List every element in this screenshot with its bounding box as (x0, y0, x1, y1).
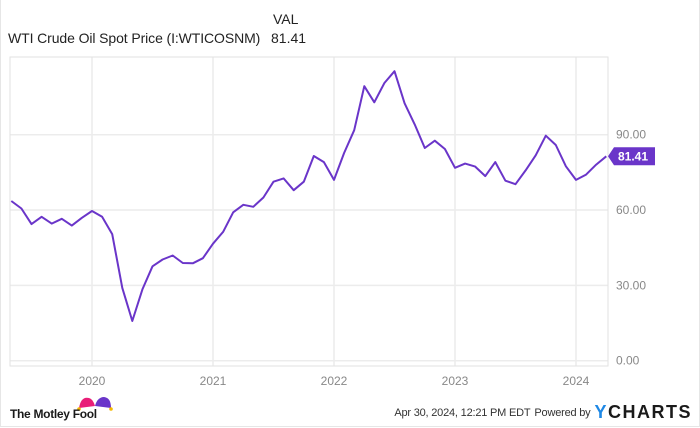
y-axis-labels: 0.00 30.00 60.00 90.00 (616, 128, 646, 368)
legend-series-name[interactable]: WTI Crude Oil Spot Price (I:WTICOSNM) (8, 30, 261, 46)
grid-lines (10, 57, 608, 366)
badge-label: 81.41 (618, 149, 648, 163)
svg-text:2022: 2022 (321, 374, 348, 388)
svg-text:2023: 2023 (442, 374, 469, 388)
svg-text:2021: 2021 (200, 374, 227, 388)
ycharts-logo[interactable]: YCHARTS (594, 402, 692, 422)
svg-text:2020: 2020 (79, 374, 106, 388)
legend-series-value: 81.41 (271, 30, 307, 46)
last-value-badge: 81.41 (608, 147, 655, 166)
price-line[interactable] (10, 70, 607, 322)
legend-column-header: VAL (273, 11, 299, 27)
svg-text:2024: 2024 (563, 374, 590, 388)
x-axis-labels: 2020 2021 2022 2023 2024 (79, 374, 590, 388)
plot-area (9, 56, 609, 367)
svg-text:90.00: 90.00 (616, 128, 646, 142)
jester-hat-icon (77, 397, 113, 411)
motley-fool-text: The Motley Fool (10, 407, 97, 421)
powered-by-label: Powered by (534, 406, 591, 419)
svg-text:0.00: 0.00 (616, 354, 640, 368)
svg-text:60.00: 60.00 (616, 203, 646, 217)
footer-attribution: Apr 30, 2024, 12:21 PM EDT Powered by YC… (394, 402, 692, 423)
timestamp: Apr 30, 2024, 12:21 PM EDT (394, 406, 531, 419)
svg-text:30.00: 30.00 (616, 278, 646, 292)
